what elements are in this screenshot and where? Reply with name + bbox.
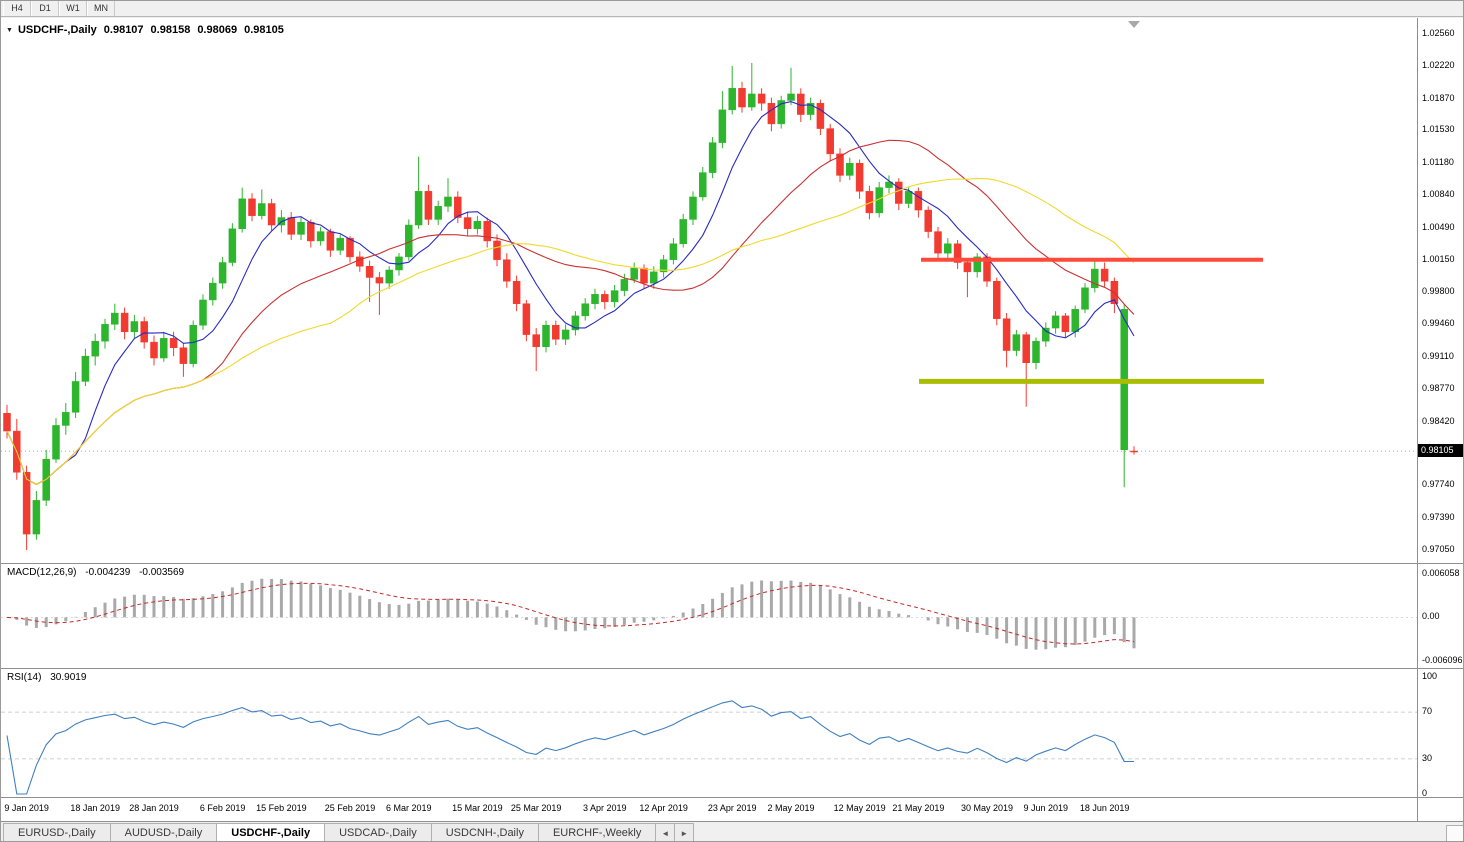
date-axis-label: 23 Apr 2019 <box>707 803 757 813</box>
rsi-name: RSI(14) <box>7 672 42 683</box>
date-axis-label: 6 Mar 2019 <box>386 803 432 813</box>
timeframe-button-mn[interactable]: MN <box>87 1 115 16</box>
macd-histogram <box>15 578 1136 650</box>
collapse-chart-icon[interactable]: ▼ <box>6 26 13 34</box>
macd-axis-label: 0.00 <box>1422 611 1440 622</box>
price-axis-label: 0.99460 <box>1422 318 1455 329</box>
tab-eurchf-weekly[interactable]: EURCHF-,Weekly <box>537 823 657 841</box>
price-axis-label: 0.97740 <box>1422 479 1455 490</box>
price-axis-label: 0.98770 <box>1422 382 1455 393</box>
date-axis-label: 25 Mar 2019 <box>510 803 562 813</box>
tab-usdcnh-daily[interactable]: USDCNH-,Daily <box>430 823 539 841</box>
macd-signal-value: -0.003569 <box>139 567 185 578</box>
rsi-axis-label: 70 <box>1422 706 1433 717</box>
ohlc-open: 0.98107 <box>103 24 144 36</box>
price-axis[interactable]: 1.02560 1.02220 1.01870 1.01530 1.01180 1.008… <box>1418 18 1463 821</box>
timeframe-button-h4[interactable]: H4 <box>3 1 31 16</box>
tab-usdcad-daily[interactable]: USDCAD-,Daily <box>324 823 432 841</box>
chart-shift-marker-icon[interactable] <box>1128 21 1140 28</box>
price-axis-label: 1.02220 <box>1422 59 1455 70</box>
rsi-axis-label: 30 <box>1422 752 1433 763</box>
axis-separator <box>1417 18 1418 821</box>
rsi-axis-label: 100 <box>1422 671 1438 681</box>
date-axis-label: 15 Mar 2019 <box>452 803 503 813</box>
pane-separator <box>1 797 1463 798</box>
date-axis-label: 12 Apr 2019 <box>639 803 688 813</box>
main-chart-canvas[interactable] <box>1 18 1417 563</box>
chart-header: ▼ USDCHF-,Daily 0.98107 0.98158 0.98069 … <box>6 24 284 36</box>
chart-tab-bar: EURUSD-,Daily AUDUSD-,Daily USDCHF-,Daily U… <box>1 822 1463 841</box>
timeframe-button-d1[interactable]: D1 <box>31 1 59 16</box>
ma-slow-line <box>6 177 1135 486</box>
date-axis-label: 12 May 2019 <box>833 803 886 813</box>
ma-mid-line <box>6 139 1135 486</box>
chart-title: USDCHF-,Daily <box>17 24 97 36</box>
ohlc-close: 0.98105 <box>244 24 284 36</box>
macd-label: MACD(12,26,9) -0.004239 -0.003569 <box>7 567 190 578</box>
macd-name: MACD(12,26,9) <box>7 567 77 578</box>
price-axis-label: 1.01180 <box>1422 157 1454 168</box>
rsi-axis-label: 0 <box>1422 788 1428 798</box>
rsi-value: 30.9019 <box>50 672 87 683</box>
ohlc-high: 0.98158 <box>150 24 191 36</box>
macd-canvas[interactable] <box>1 564 1417 668</box>
date-axis-label: 25 Feb 2019 <box>324 803 376 813</box>
current-price-tag: 0.98105 <box>1418 444 1463 458</box>
rsi-label: RSI(14) 30.9019 <box>7 672 92 683</box>
date-axis-label: 9 Jan 2019 <box>4 803 49 813</box>
price-axis-label: 0.99110 <box>1422 351 1454 362</box>
price-axis-label: 1.01870 <box>1422 92 1455 103</box>
pane-separator <box>1 821 1463 822</box>
date-axis-label: 18 Jan 2019 <box>70 803 120 813</box>
timeframe-toolbar: H4 D1 W1 MN <box>1 1 1463 17</box>
date-axis-label: 3 Apr 2019 <box>583 803 627 813</box>
date-axis-label: 18 Jun 2019 <box>1079 803 1130 813</box>
macd-pane: MACD(12,26,9) -0.004239 -0.003569 <box>1 564 1417 668</box>
scrollbar-corner <box>1446 825 1463 841</box>
date-axis-label: 21 May 2019 <box>892 803 945 813</box>
price-axis-label: 1.00150 <box>1422 253 1455 264</box>
ma-fast-line <box>6 101 1135 486</box>
timeframe-button-w1[interactable]: W1 <box>59 1 87 16</box>
date-axis-label: 2 May 2019 <box>767 803 815 813</box>
date-axis-label: 6 Feb 2019 <box>199 803 246 813</box>
tab-usdchf-daily[interactable]: USDCHF-,Daily <box>216 823 326 841</box>
price-axis-label: 1.01530 <box>1422 124 1455 135</box>
pane-separator[interactable] <box>1 668 1463 669</box>
rsi-line <box>6 700 1135 795</box>
date-axis-label: 9 Jun 2019 <box>1023 803 1069 813</box>
macd-signal-line <box>6 582 1135 645</box>
tab-audusd-daily[interactable]: AUDUSD-,Daily <box>109 823 218 841</box>
price-axis-label: 0.97050 <box>1422 544 1455 554</box>
date-axis-label: 15 Feb 2019 <box>256 803 307 813</box>
macd-main-value: -0.004239 <box>85 567 131 578</box>
date-axis-label: 28 Jan 2019 <box>129 803 179 813</box>
tab-scroll-left-icon[interactable]: ◄ <box>655 823 676 841</box>
price-axis-label: 1.02560 <box>1422 28 1455 38</box>
pane-separator[interactable] <box>1 563 1463 564</box>
rsi-pane: RSI(14) 30.9019 <box>1 669 1417 797</box>
rsi-canvas[interactable] <box>1 669 1417 797</box>
price-axis-label: 1.00840 <box>1422 189 1455 200</box>
date-axis[interactable]: 9 Jan 2019 18 Jan 2019 28 Jan 2019 6 Feb 20… <box>1 798 1463 821</box>
main-chart-pane: ▼ USDCHF-,Daily 0.98107 0.98158 0.98069 … <box>1 18 1417 563</box>
price-axis-label: 0.99800 <box>1422 286 1455 297</box>
price-axis-label: 1.00490 <box>1422 221 1455 232</box>
tab-eurusd-daily[interactable]: EURUSD-,Daily <box>3 823 111 841</box>
macd-axis-label: -0.006096 <box>1422 655 1463 665</box>
candlestick-series <box>3 63 1138 550</box>
price-axis-label: 0.98420 <box>1422 415 1455 426</box>
price-axis-label: 0.97390 <box>1422 512 1455 523</box>
macd-axis-label: 0.006058 <box>1422 568 1460 578</box>
date-axis-label: 30 May 2019 <box>960 803 1014 813</box>
ohlc-low: 0.98069 <box>197 24 238 36</box>
tab-scroll-right-icon[interactable]: ► <box>674 823 695 841</box>
